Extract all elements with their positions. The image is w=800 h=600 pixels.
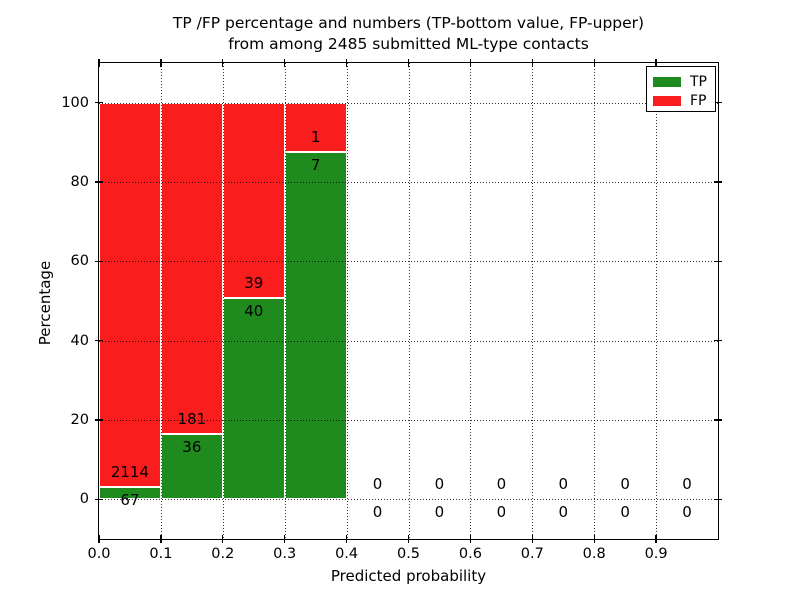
tp-count-label: 0 — [620, 503, 630, 522]
plot-area: 0 20 40 60 80 100 0.0 0.1 0.2 0.3 0.4 0.5 0.6 0.7 0.8 0… — [61, 59, 722, 562]
x-tick-label: 0.8 — [582, 546, 606, 562]
tp-count-label: 7 — [310, 156, 321, 175]
fp-count-label: 39 — [244, 274, 264, 293]
x-axis-label: Predicted probability — [330, 567, 487, 585]
fp-bar-segment — [160, 102, 223, 434]
vertical-gridline — [470, 63, 472, 539]
vertical-gridline — [160, 63, 162, 539]
tp-bar-segment — [99, 487, 161, 500]
fp-count-label: 1 — [310, 128, 321, 147]
y-axis-label: Percentage — [36, 260, 54, 346]
tp-count-label: 0 — [434, 503, 445, 522]
tp-count-label: 0 — [682, 503, 692, 522]
fp-count-label: 0 — [620, 475, 630, 494]
legend-item-fp: FP — [653, 91, 715, 110]
fp-count-label: 0 — [372, 475, 383, 494]
y-tick-label: 60 — [70, 253, 89, 270]
vertical-gridline — [532, 63, 534, 539]
chart-title: TP /FP percentage and numbers (TP-bottom… — [99, 13, 718, 55]
x-tick-mark-top — [284, 59, 286, 67]
legend-item-tp: TP — [653, 72, 715, 91]
x-tick-label: 0.6 — [458, 546, 482, 562]
horizontal-gridline — [99, 261, 718, 263]
x-tick-mark-top — [531, 59, 533, 67]
horizontal-gridline — [99, 340, 718, 342]
y-tick-mark — [95, 181, 103, 183]
tp-count-label: 40 — [244, 302, 264, 321]
grid-layer — [99, 63, 718, 539]
y-tick-mark — [95, 498, 103, 501]
vertical-gridline — [656, 63, 658, 539]
tp-count-label: 67 — [120, 491, 140, 510]
x-tick-label: 0.9 — [644, 546, 668, 562]
horizontal-gridline — [99, 182, 718, 183]
vertical-gridline — [408, 63, 410, 539]
fp-count-label: 0 — [496, 475, 507, 494]
vertical-gridline — [222, 63, 224, 539]
tp-count-label: 0 — [558, 503, 569, 522]
horizontal-gridline — [99, 102, 718, 104]
x-tick-label: 0.4 — [335, 546, 359, 562]
fp-bar-segment — [284, 102, 347, 153]
legend-label-tp: TP — [690, 73, 707, 90]
vertical-gridline — [346, 63, 348, 539]
x-tick-label: 0.2 — [211, 546, 235, 562]
horizontal-gridline — [99, 420, 718, 421]
bars-layer — [99, 63, 718, 539]
x-tick-label: 0.0 — [87, 546, 111, 562]
horizontal-gridline — [99, 499, 718, 501]
y-tick-label: 80 — [70, 174, 89, 190]
x-tick-label: 0.5 — [396, 546, 421, 562]
x-tick-mark-top — [469, 59, 472, 67]
fp-count-label: 0 — [682, 475, 692, 494]
legend: TP FP — [646, 66, 716, 112]
x-tick-label: 0.3 — [273, 546, 297, 562]
y-tick-mark — [95, 339, 103, 342]
x-tick-label: 0.1 — [149, 546, 173, 562]
vertical-gridline — [594, 63, 596, 539]
x-tick-mark-top — [655, 59, 657, 67]
y-tick-mark — [95, 419, 103, 421]
chart-title-line1: TP /FP percentage and numbers (TP-bottom… — [172, 14, 645, 32]
vertical-gridline — [284, 63, 286, 539]
y-tick-label: 100 — [61, 94, 89, 111]
tp-bar-segment — [160, 433, 223, 500]
tp-count-label: 36 — [182, 437, 202, 456]
fp-count-label: 181 — [177, 409, 207, 428]
ticks-layer: 0 20 40 60 80 100 0.0 0.1 0.2 0.3 0.4 0.5 0.6 0.7 0.8 0… — [61, 59, 722, 562]
y-tick-label: 20 — [70, 412, 89, 428]
x-tick-mark-top — [98, 59, 100, 67]
x-tick-mark-top — [160, 59, 162, 67]
fp-count-label: 0 — [434, 475, 445, 494]
x-tick-mark-top — [345, 59, 348, 67]
fp-count-label: 2114 — [110, 463, 150, 482]
y-tick-mark — [95, 101, 103, 104]
x-tick-label: 0.7 — [520, 546, 544, 562]
y-tick-mark — [95, 260, 103, 263]
x-tick-mark-top — [222, 59, 224, 67]
chart-title-line2: from among 2485 submitted ML-type contac… — [228, 35, 589, 53]
fp-count-label: 0 — [558, 475, 569, 494]
bar-count-labels-layer: 2114 67 181 36 39 40 1 7 0 0 0 0 0 0 0 0 0 0 0 0 — [99, 63, 718, 539]
x-tick-mark-top — [593, 59, 595, 67]
x-tick-mark-top — [407, 59, 410, 67]
legend-label-fp: FP — [690, 92, 707, 109]
tp-color-swatch — [653, 76, 681, 87]
y-tick-label: 40 — [70, 332, 89, 349]
fp-bar-segment — [99, 102, 161, 488]
fp-color-swatch — [653, 95, 681, 106]
y-tick-label: 0 — [79, 491, 89, 508]
tp-count-label: 0 — [372, 503, 383, 522]
tp-count-label: 0 — [496, 503, 507, 522]
